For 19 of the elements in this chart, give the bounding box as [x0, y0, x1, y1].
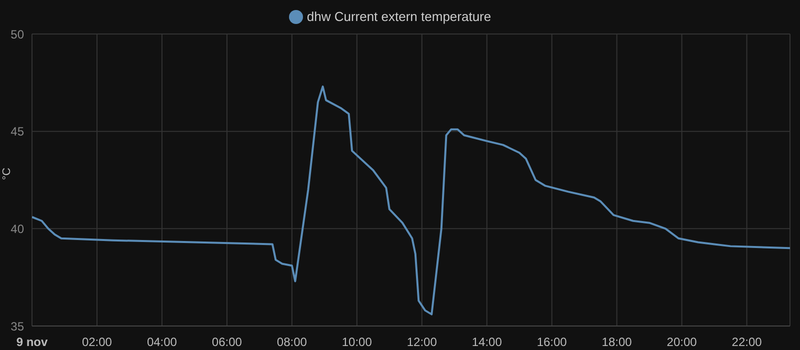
x-tick-label: 9 nov — [16, 335, 48, 349]
y-tick-label: 45 — [10, 124, 24, 139]
y-tick-label: 50 — [10, 27, 24, 42]
y-tick-label: 40 — [10, 222, 24, 236]
x-tick-label: 18:00 — [602, 335, 632, 349]
x-tick-label: 06:00 — [212, 335, 242, 349]
x-tick-label: 20:00 — [666, 335, 698, 349]
legend-label: dhw Current extern temperature — [306, 9, 492, 24]
x-tick-label: 16:00 — [536, 335, 568, 349]
x-tick-label: 10:00 — [342, 335, 372, 349]
x-tick-label: 08:00 — [276, 335, 308, 349]
x-tick-label: 14:00 — [472, 335, 502, 349]
y-tick-label: 35 — [10, 319, 24, 334]
x-tick-label: 02:00 — [82, 335, 112, 349]
x-tick-label: 04:00 — [146, 335, 178, 349]
x-tick-label: 12:00 — [406, 335, 438, 349]
line-series — [32, 86, 790, 316]
x-tick-label: 22:00 — [732, 335, 762, 349]
y-axis-title: °C — [0, 168, 13, 180]
